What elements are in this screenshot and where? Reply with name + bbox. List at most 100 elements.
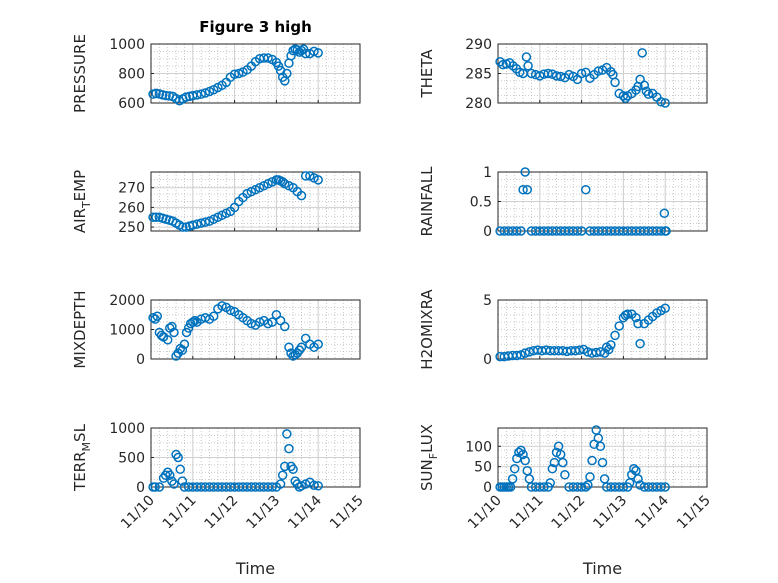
data-point bbox=[282, 68, 292, 79]
data-point bbox=[280, 461, 290, 472]
y-tick-label: 1000 bbox=[109, 37, 145, 53]
x-tick-label: 11/13 bbox=[243, 493, 283, 533]
y-tick-label: 0 bbox=[136, 480, 145, 496]
x-tick-label: 11/15 bbox=[327, 493, 367, 533]
data-point bbox=[178, 222, 188, 232]
data-point bbox=[595, 441, 606, 452]
data-point bbox=[177, 345, 188, 355]
data-point bbox=[606, 340, 616, 350]
data-point bbox=[660, 482, 670, 492]
y-axis-label: H2OMIXRA bbox=[418, 289, 436, 370]
data-point bbox=[643, 89, 654, 99]
subplot-6: 0 5 H2OMIXRA bbox=[418, 289, 708, 370]
axes-frame bbox=[497, 299, 708, 360]
data-point bbox=[495, 56, 505, 67]
y-axis-label: RAINFALL bbox=[418, 166, 436, 237]
data-point bbox=[633, 318, 643, 329]
y-tick-label: 285 bbox=[465, 67, 492, 83]
data-point bbox=[280, 321, 290, 332]
data-point bbox=[520, 167, 530, 177]
data-point bbox=[523, 61, 533, 71]
data-point bbox=[631, 312, 641, 323]
y-axis-label: SUNFLUX bbox=[418, 424, 440, 491]
data-point bbox=[659, 208, 670, 219]
data-point bbox=[151, 212, 161, 222]
data-point bbox=[229, 69, 240, 79]
y-tick-label: 1 bbox=[483, 165, 492, 181]
data-point bbox=[234, 68, 244, 79]
data-point bbox=[507, 474, 518, 484]
y-tick-label: 260 bbox=[118, 200, 145, 216]
data-point bbox=[188, 317, 198, 327]
data-point bbox=[576, 68, 587, 79]
subplot-5: 0 1000 2000 MIXDEPTH bbox=[71, 290, 361, 369]
data-point bbox=[661, 226, 671, 236]
data-point bbox=[188, 220, 198, 230]
data-point bbox=[177, 476, 188, 486]
data-point bbox=[217, 301, 227, 311]
data-point bbox=[181, 327, 192, 338]
data-point bbox=[543, 68, 553, 79]
y-tick-label: 0 bbox=[483, 480, 492, 496]
data-point bbox=[148, 212, 158, 222]
x-tick-label: 11/12 bbox=[549, 493, 589, 533]
y-tick-label: 800 bbox=[118, 67, 145, 83]
data-point bbox=[595, 347, 606, 357]
x-tick-label: 11/11 bbox=[507, 493, 547, 533]
data-point bbox=[150, 482, 160, 492]
data-point bbox=[576, 482, 587, 492]
y-tick-label: 50 bbox=[474, 460, 492, 476]
data-point bbox=[521, 52, 532, 62]
data-point bbox=[560, 470, 570, 480]
data-point bbox=[263, 318, 273, 329]
data-point bbox=[284, 342, 294, 352]
series-markers bbox=[495, 48, 670, 108]
data-point bbox=[200, 88, 211, 98]
y-tick-label: 280 bbox=[465, 96, 492, 112]
series-markers bbox=[148, 429, 323, 492]
data-point bbox=[547, 463, 558, 474]
data-point bbox=[200, 217, 211, 227]
y-tick-label: 0 bbox=[483, 224, 492, 240]
data-point bbox=[192, 219, 202, 229]
data-point bbox=[509, 463, 520, 474]
data-point bbox=[277, 470, 288, 480]
data-point bbox=[656, 226, 666, 236]
data-point bbox=[660, 98, 670, 108]
data-point bbox=[587, 455, 597, 466]
x-tick-label: 11/10 bbox=[465, 493, 505, 533]
data-point bbox=[522, 184, 533, 195]
series-markers bbox=[495, 167, 671, 236]
series-markers bbox=[148, 171, 323, 232]
y-axis-label: AIRTEMP bbox=[71, 170, 93, 233]
data-point bbox=[656, 97, 666, 107]
series-markers bbox=[495, 303, 670, 362]
data-point bbox=[620, 93, 631, 104]
data-point bbox=[154, 482, 165, 492]
data-point bbox=[512, 226, 522, 236]
y-tick-label: 500 bbox=[118, 451, 145, 467]
data-point bbox=[656, 482, 666, 492]
data-point bbox=[637, 48, 647, 58]
subplot-8: 0 50 100 11/10 11/11 11/12 11/13 11/14 11/15 Time… bbox=[418, 424, 714, 578]
data-point bbox=[267, 482, 277, 492]
data-point bbox=[313, 339, 323, 349]
data-point bbox=[192, 90, 202, 100]
y-axis-label: THETA bbox=[418, 49, 436, 99]
subplot-3: 250 260 270 AIRTEMP bbox=[71, 170, 361, 236]
data-point bbox=[639, 80, 650, 91]
data-point bbox=[169, 479, 179, 489]
data-point bbox=[633, 474, 643, 484]
data-point bbox=[263, 53, 273, 63]
data-point bbox=[518, 449, 528, 460]
data-point bbox=[635, 338, 645, 349]
data-point bbox=[313, 481, 323, 491]
x-axis-label: Time bbox=[235, 559, 275, 578]
data-point bbox=[610, 330, 620, 341]
data-point bbox=[284, 443, 294, 454]
data-point bbox=[275, 479, 286, 489]
x-axis-label: Time bbox=[582, 559, 622, 578]
y-tick-label: 290 bbox=[465, 37, 492, 53]
y-tick-label: 0.5 bbox=[470, 195, 492, 211]
subplot-2: 280 285 290 THETA bbox=[418, 37, 708, 112]
